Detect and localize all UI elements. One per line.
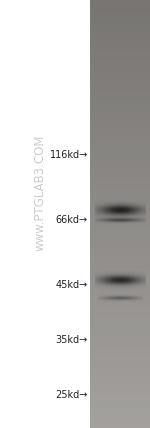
Text: 35kd→: 35kd→	[56, 335, 88, 345]
Text: 116kd→: 116kd→	[50, 150, 88, 160]
Text: 45kd→: 45kd→	[56, 280, 88, 290]
Text: 25kd→: 25kd→	[56, 390, 88, 400]
Text: www.PTGLAB3.COM: www.PTGLAB3.COM	[34, 134, 47, 251]
Text: 66kd→: 66kd→	[56, 215, 88, 225]
